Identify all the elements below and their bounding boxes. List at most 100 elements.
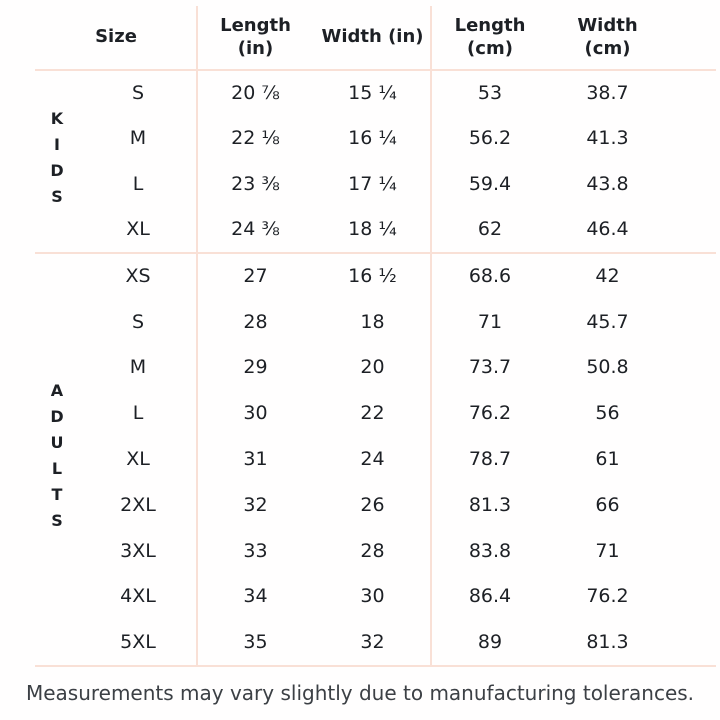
cell-width-in: 30	[360, 585, 385, 608]
cell-width-cm: 71	[595, 539, 620, 562]
cell-width-in: 15 ¼	[348, 81, 397, 104]
vertical-divider-right	[430, 6, 432, 666]
cell-width-cm: 66	[595, 493, 620, 516]
cell-length-in: 31	[243, 448, 268, 471]
header-length-cm-line1: Length	[454, 14, 526, 36]
cell-width-in: 22	[360, 402, 385, 425]
cell-width-cm: 56	[595, 402, 620, 425]
cell-width-in: 26	[360, 493, 385, 516]
table-row: S 20 ⅞ 15 ¼ 53 38.7	[79, 70, 666, 116]
table-row: 2XL 32 26 81.3 66	[79, 482, 666, 528]
kids-adults-divider	[35, 252, 716, 254]
table-row: L 23 ⅜ 17 ¼ 59.4 43.8	[79, 161, 666, 207]
cell-size: S	[131, 310, 145, 333]
cell-length-cm: 56.2	[468, 127, 512, 150]
cell-size: S	[131, 81, 145, 104]
header-width-cm: Width (cm)	[549, 6, 666, 68]
cell-length-cm: 59.4	[468, 172, 512, 195]
cell-width-cm: 46.4	[586, 218, 629, 241]
table-row: XL 31 24 78.7 61	[79, 436, 666, 482]
cell-length-in: 35	[243, 631, 268, 654]
cell-length-cm: 73.7	[468, 356, 512, 379]
cell-length-in: 29	[243, 356, 268, 379]
cell-length-in: 28	[243, 310, 268, 333]
kids-section: KIDS S 20 ⅞ 15 ¼ 53 38.7 M 22 ⅛ 16 ¼ 56.…	[35, 70, 666, 252]
kids-group-label: KIDS	[47, 109, 67, 213]
cell-width-in: 18 ¼	[348, 218, 397, 241]
cell-width-cm: 45.7	[586, 310, 629, 333]
header-width-in: Width (in)	[314, 6, 431, 68]
header-size-label: Size	[95, 26, 137, 48]
cell-width-cm: 76.2	[586, 585, 629, 608]
table-row: S 28 18 71 45.7	[79, 299, 666, 345]
cell-size: 3XL	[120, 539, 156, 562]
cell-length-cm: 76.2	[468, 402, 512, 425]
cell-width-in: 16 ¼	[348, 127, 397, 150]
table-row: M 22 ⅛ 16 ¼ 56.2 41.3	[79, 116, 666, 162]
adults-rows: XS 27 16 ½ 68.6 42 S 28 18 71 45.7 M 29 …	[79, 253, 666, 665]
header-divider	[35, 69, 716, 71]
cell-length-in: 33	[243, 539, 268, 562]
cell-width-cm: 81.3	[586, 631, 629, 654]
cell-length-in: 30	[243, 402, 268, 425]
cell-size: XS	[125, 264, 151, 287]
cell-width-cm: 42	[595, 264, 620, 287]
cell-width-cm: 43.8	[586, 172, 629, 195]
cell-size: L	[132, 402, 144, 425]
cell-width-in: 28	[360, 539, 385, 562]
table-row: XS 27 16 ½ 68.6 42	[79, 253, 666, 299]
header-length-cm-line2: (cm)	[467, 38, 513, 59]
table-row: M 29 20 73.7 50.8	[79, 345, 666, 391]
cell-width-cm: 38.7	[586, 81, 629, 104]
cell-size: 4XL	[120, 585, 156, 608]
cell-length-cm: 53	[477, 81, 503, 104]
cell-length-cm: 68.6	[468, 264, 512, 287]
table-row: 4XL 34 30 86.4 76.2	[79, 573, 666, 619]
cell-length-in: 23 ⅜	[231, 172, 280, 195]
adults-section: ADULTS XS 27 16 ½ 68.6 42 S 28 18 71 45.…	[35, 253, 666, 665]
cell-length-cm: 62	[477, 218, 503, 241]
cell-size: L	[132, 172, 144, 195]
table-row: XL 24 ⅜ 18 ¼ 62 46.4	[79, 207, 666, 253]
cell-width-cm: 50.8	[586, 356, 629, 379]
adults-group-label: ADULTS	[47, 381, 67, 537]
bottom-divider	[35, 665, 716, 667]
header-width-cm-line2: (cm)	[584, 38, 631, 59]
cell-width-in: 16 ½	[348, 264, 397, 287]
kids-rows: S 20 ⅞ 15 ¼ 53 38.7 M 22 ⅛ 16 ¼ 56.2 41.…	[79, 70, 666, 252]
cell-width-in: 24	[360, 448, 385, 471]
header-length-in-line2: (in)	[237, 38, 274, 59]
header-length-in: Length (in)	[197, 6, 314, 68]
tolerance-note: Measurements may vary slightly due to ma…	[25, 681, 695, 705]
cell-length-in: 34	[243, 585, 268, 608]
cell-width-in: 17 ¼	[348, 172, 397, 195]
table-row: 3XL 33 28 83.8 71	[79, 528, 666, 574]
header-width-cm-line1: Width	[577, 14, 638, 36]
cell-length-in: 22 ⅛	[231, 127, 280, 150]
cell-size: M	[129, 127, 147, 150]
header-width-in-label: Width (in)	[321, 26, 424, 48]
cell-width-cm: 61	[595, 448, 620, 471]
table-row: L 30 22 76.2 56	[79, 390, 666, 436]
cell-length-cm: 71	[477, 310, 503, 333]
table-row: 5XL 35 32 89 81.3	[79, 619, 666, 665]
cell-length-in: 24 ⅜	[231, 218, 280, 241]
cell-width-cm: 41.3	[586, 127, 629, 150]
table-header: Size Length (in) Width (in) Length (cm) …	[35, 6, 666, 68]
cell-length-in: 20 ⅞	[231, 81, 280, 104]
cell-width-in: 32	[360, 631, 385, 654]
vertical-divider-left	[196, 6, 198, 666]
cell-size: M	[129, 356, 147, 379]
cell-length-cm: 86.4	[468, 585, 512, 608]
cell-length-in: 27	[243, 264, 268, 287]
header-size: Size	[35, 6, 197, 68]
cell-length-cm: 89	[477, 631, 503, 654]
header-length-in-line1: Length	[220, 14, 291, 36]
cell-length-cm: 81.3	[468, 493, 512, 516]
cell-size: 5XL	[120, 631, 156, 654]
header-length-cm: Length (cm)	[431, 6, 549, 68]
cell-width-in: 18	[360, 310, 385, 333]
cell-size: XL	[126, 448, 150, 471]
cell-size: XL	[126, 218, 150, 241]
cell-length-cm: 83.8	[468, 539, 512, 562]
